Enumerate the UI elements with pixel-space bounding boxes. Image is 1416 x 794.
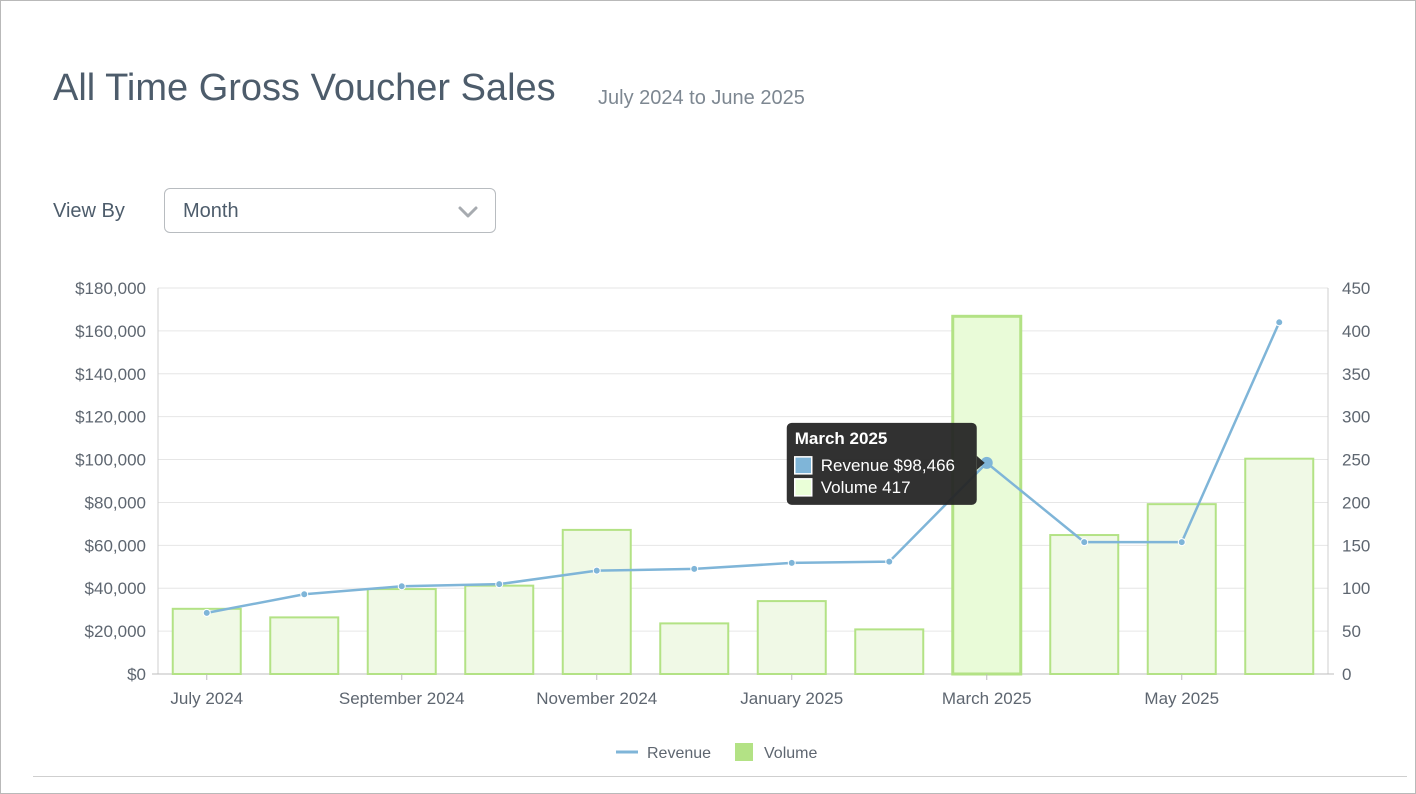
x-axis-tick-label: January 2025 (740, 689, 843, 708)
tooltip-volume: Volume 417 (821, 478, 911, 497)
legend-volume-label: Volume (764, 745, 817, 762)
volume-bar (464, 584, 535, 675)
revenue-point (592, 566, 601, 575)
right-axis-tick-label: 200 (1342, 493, 1370, 512)
revenue-point (202, 608, 211, 617)
right-axis-tick-label: 450 (1342, 279, 1370, 298)
revenue-point (397, 582, 406, 591)
left-axis-tick-label: $100,000 (75, 451, 146, 470)
revenue-point (300, 590, 309, 599)
tooltip-revenue-swatch (794, 456, 813, 475)
tooltip-title: March 2025 (795, 429, 888, 448)
view-by-selected-value: Month (183, 200, 239, 222)
volume-bar (659, 622, 730, 676)
right-axis-tick-label: 0 (1342, 665, 1351, 684)
bottom-divider (33, 776, 1407, 777)
revenue-line (206, 321, 1281, 615)
left-axis-tick-label: $140,000 (75, 365, 146, 384)
volume-bar (366, 588, 437, 676)
revenue-point (1275, 318, 1284, 327)
x-axis-tick-label: March 2025 (942, 689, 1032, 708)
revenue-point (787, 558, 796, 567)
x-axis-tick-label: May 2025 (1144, 689, 1219, 708)
tooltip-pointer (976, 455, 985, 470)
revenue-point (690, 564, 699, 573)
chart-legend: Revenue Volume (616, 743, 817, 762)
right-axis-tick-label: 300 (1342, 408, 1370, 427)
chart-tooltip: March 2025 Revenue $98,466 Volume 417 (786, 422, 985, 505)
left-axis-tick-label: $160,000 (75, 322, 146, 341)
volume-bar (171, 607, 242, 676)
volume-bar (1049, 534, 1120, 675)
right-axis-tick-label: 250 (1342, 451, 1370, 470)
left-axis-tick-label: $0 (127, 665, 146, 684)
left-axis-tick-label: $120,000 (75, 408, 146, 427)
tooltip-box (786, 422, 977, 505)
page-title: All Time Gross Voucher Sales (53, 67, 556, 109)
left-axis-tick-label: $80,000 (85, 493, 146, 512)
left-axis-tick-label: $180,000 (75, 279, 146, 298)
tooltip-volume-swatch (794, 478, 813, 497)
revenue-point (885, 557, 894, 566)
date-range-subtitle: July 2024 to June 2025 (598, 87, 805, 109)
right-axis-tick-label: 50 (1342, 622, 1361, 641)
revenue-point (495, 580, 504, 589)
right-axis-tick-label: 150 (1342, 536, 1370, 555)
legend-volume-swatch (735, 743, 753, 761)
volume-bar (1244, 457, 1315, 675)
x-axis-tick-label: July 2024 (170, 689, 243, 708)
chevron-down-icon (458, 206, 478, 218)
right-axis-tick-label: 100 (1342, 579, 1370, 598)
right-axis-tick-label: 350 (1342, 365, 1370, 384)
revenue-point (980, 456, 993, 469)
x-axis-tick-label: September 2024 (339, 689, 465, 708)
revenue-point (1080, 538, 1089, 547)
revenue-point (1177, 538, 1186, 547)
left-axis-tick-label: $20,000 (85, 622, 146, 641)
volume-bar (1146, 503, 1217, 675)
volume-bar (561, 528, 632, 675)
left-axis-tick-label: $60,000 (85, 536, 146, 555)
legend-revenue-label: Revenue (647, 745, 711, 762)
view-by-dropdown[interactable]: Month (164, 188, 496, 233)
x-axis-tick-label: November 2024 (536, 689, 657, 708)
volume-bar (269, 616, 340, 675)
right-axis-tick-label: 400 (1342, 322, 1370, 341)
volume-bar (756, 600, 827, 675)
view-by-label: View By (53, 200, 125, 222)
tooltip-revenue: Revenue $98,466 (821, 456, 955, 475)
volume-bar (854, 628, 925, 676)
left-axis-tick-label: $40,000 (85, 579, 146, 598)
